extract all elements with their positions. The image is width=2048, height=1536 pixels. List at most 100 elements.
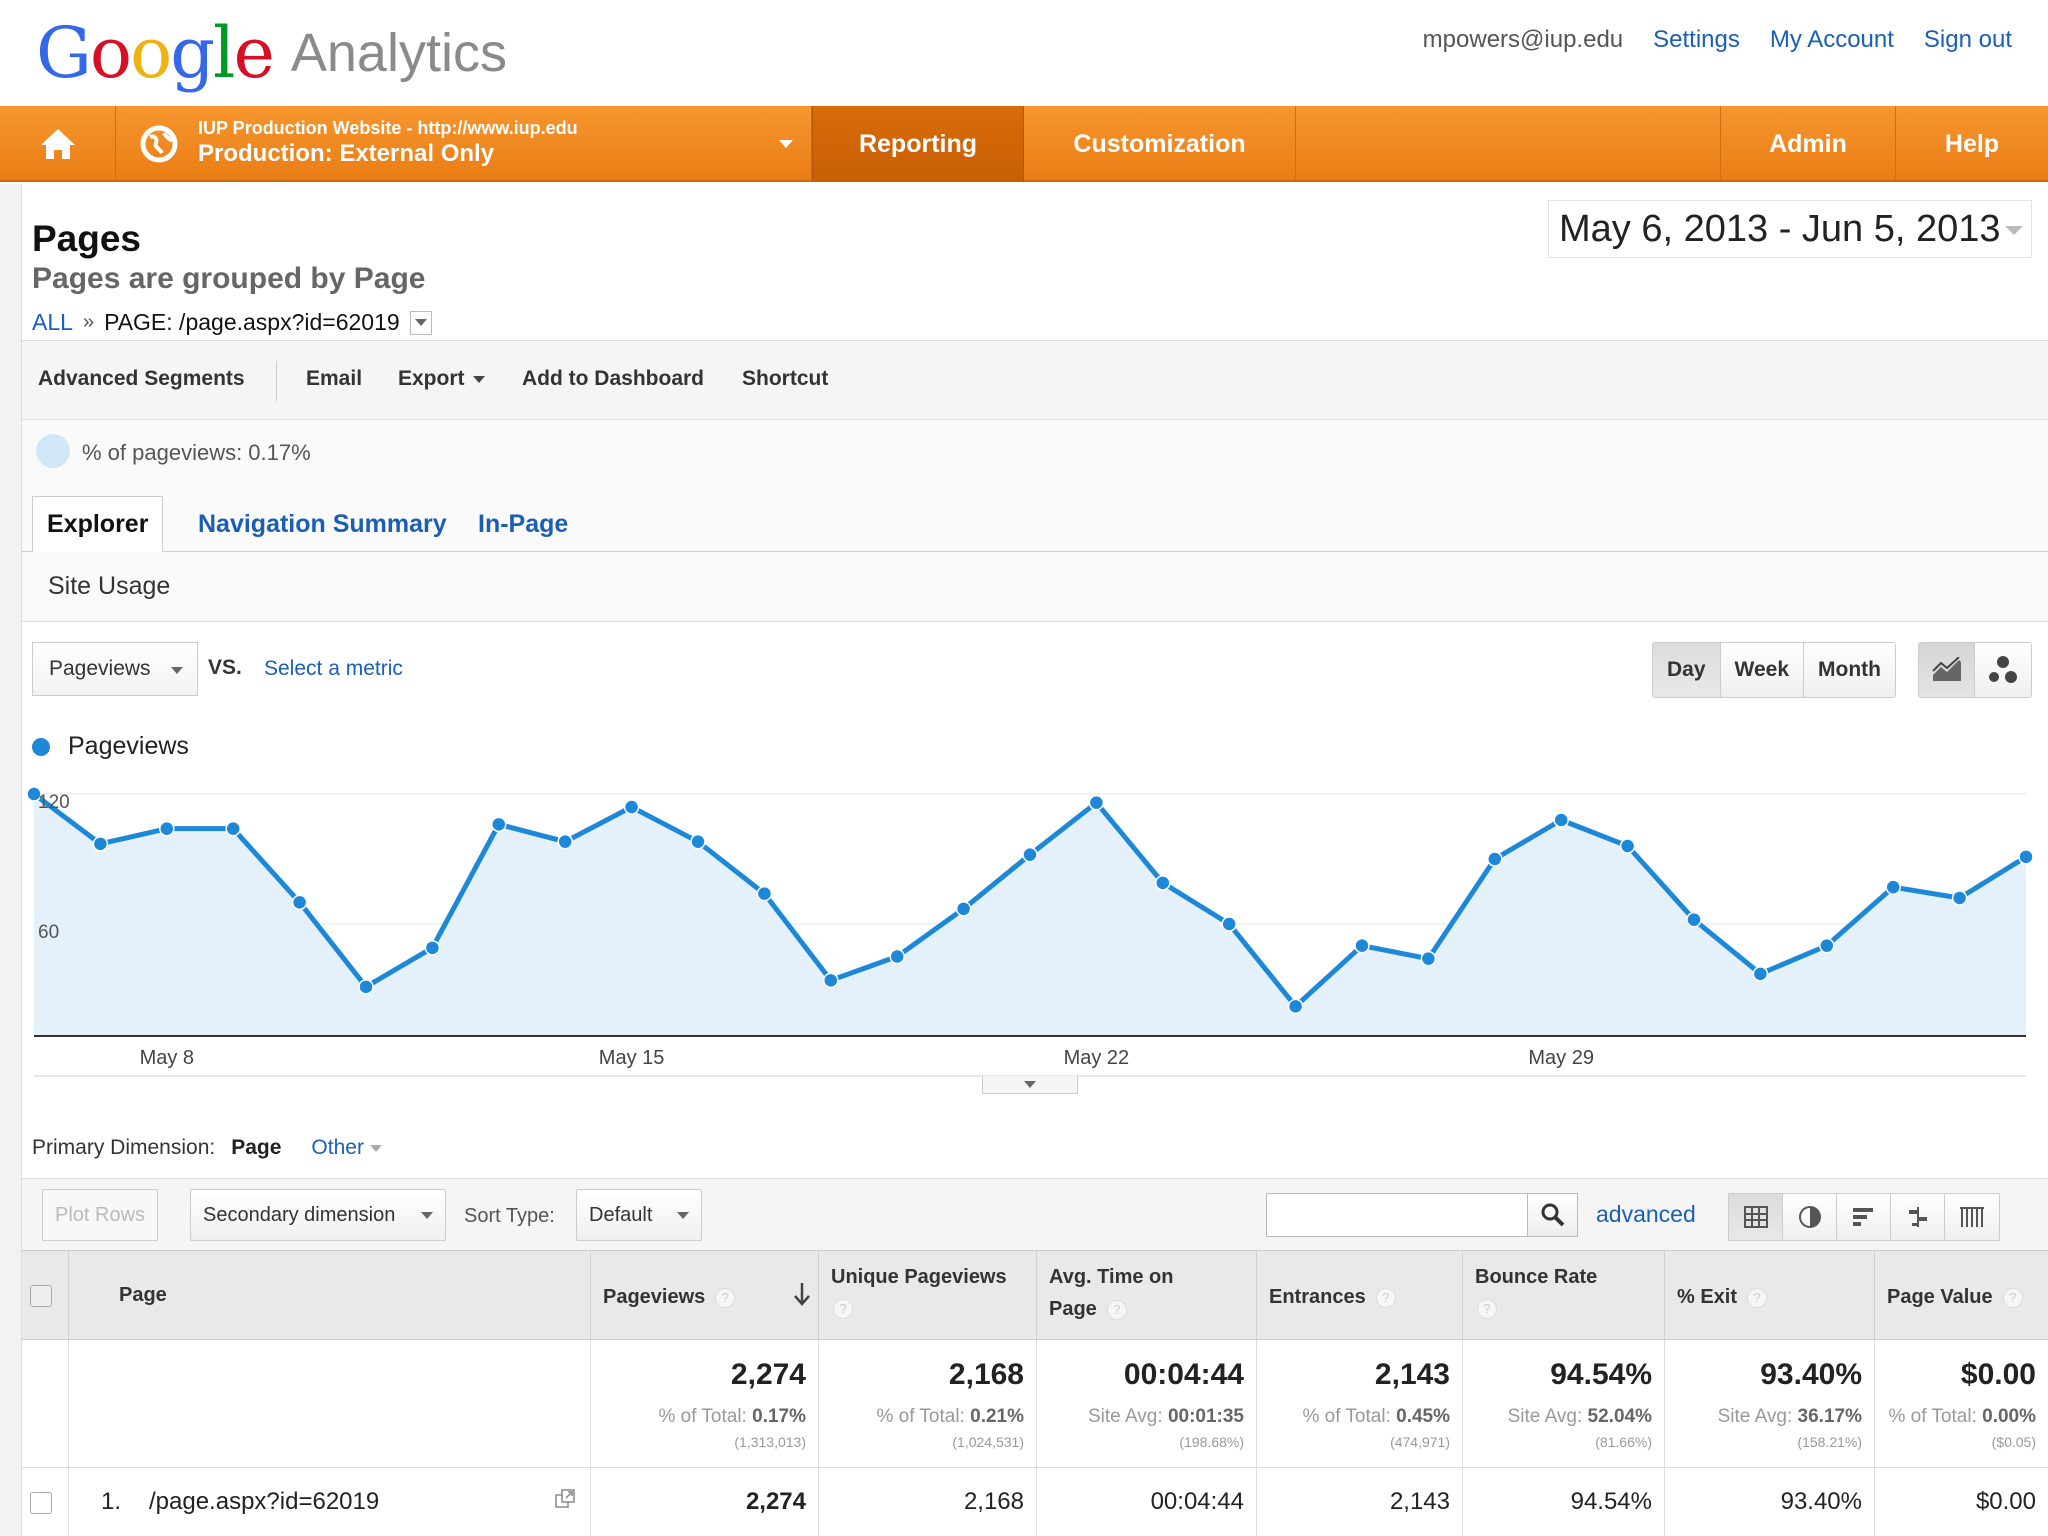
- metric-selector[interactable]: Pageviews: [32, 642, 198, 696]
- pivot-view-button[interactable]: [1945, 1194, 1999, 1240]
- google-wordmark: Google: [36, 12, 275, 94]
- line-chart-button[interactable]: [1919, 643, 1975, 697]
- search-icon: [1541, 1203, 1564, 1227]
- month-button[interactable]: Month: [1804, 643, 1895, 697]
- external-link-icon[interactable]: [554, 1488, 576, 1510]
- account-links: mpowers@iup.edu Settings My Account Sign…: [1423, 26, 2012, 54]
- row-unique-cell: 2,168: [818, 1468, 1036, 1536]
- pie-view-button[interactable]: [1783, 1194, 1837, 1240]
- row-page-link[interactable]: /page.aspx?id=62019: [149, 1488, 380, 1515]
- totals-exit-value: 93.40%: [1760, 1358, 1862, 1391]
- advanced-filter-link[interactable]: advanced: [1596, 1201, 1696, 1227]
- help-icon[interactable]: ?: [833, 1299, 853, 1319]
- col-unique-pageviews[interactable]: Unique Pageviews ?: [818, 1251, 1036, 1341]
- data-point: May 6: 120: [26, 786, 42, 802]
- data-point: May 16: 98: [690, 833, 706, 850]
- primary-dimension-other[interactable]: Other: [311, 1136, 382, 1160]
- motion-chart-button[interactable]: [1975, 643, 2031, 697]
- breadcrumb: ALL » PAGE: /page.aspx?id=62019: [32, 309, 432, 336]
- advanced-segments-button[interactable]: Advanced Segments: [38, 367, 245, 390]
- help-icon[interactable]: ?: [1477, 1299, 1497, 1319]
- col-exit[interactable]: % Exit?: [1664, 1251, 1874, 1341]
- performance-view-button[interactable]: [1837, 1194, 1891, 1240]
- col-page[interactable]: Page: [68, 1251, 590, 1341]
- totals-pageviews-value: 2,274: [730, 1358, 806, 1391]
- tab-in-page[interactable]: In-Page: [478, 509, 569, 538]
- vs-label: VS.: [208, 656, 242, 679]
- help-icon[interactable]: ?: [1375, 1287, 1396, 1308]
- totals-avgtime: 00:04:44 Site Avg: 00:01:35 (198.68%): [1036, 1340, 1256, 1468]
- x-tick-label: May 22: [1064, 1047, 1130, 1069]
- pageviews-chart[interactable]: May 6: 120 May 7: 97 May 8: 104 May 9: 104 M…: [0, 770, 2048, 1100]
- comparison-icon: [1908, 1207, 1927, 1227]
- totals-entrances-pct-value: 0.45%: [1396, 1406, 1450, 1427]
- google-analytics-logo[interactable]: Google Analytics: [36, 10, 507, 96]
- totals-unique-pct-label: % of Total:: [876, 1406, 965, 1427]
- help-icon[interactable]: ?: [2002, 1287, 2023, 1308]
- comparison-view-button[interactable]: [1891, 1194, 1945, 1240]
- collapse-chart-button[interactable]: [982, 1076, 1078, 1094]
- help-icon[interactable]: ?: [715, 1287, 736, 1308]
- col-entrances[interactable]: Entrances?: [1256, 1251, 1462, 1341]
- tab-admin[interactable]: Admin: [1720, 106, 1896, 182]
- row-checkbox[interactable]: [30, 1492, 52, 1514]
- table-header: Page Pageviews? Unique Pageviews ? Avg. …: [22, 1250, 2048, 1341]
- data-point: Jun 4: 72: [1951, 890, 1968, 906]
- tab-customization[interactable]: Customization: [1024, 106, 1296, 182]
- breadcrumb-dropdown[interactable]: [409, 310, 432, 335]
- help-icon[interactable]: ?: [1747, 1287, 1768, 1308]
- select-all-checkbox[interactable]: [30, 1285, 52, 1307]
- page-title: Pages: [32, 218, 142, 259]
- property-selector[interactable]: IUP Production Website - http://www.iup.…: [118, 106, 812, 182]
- date-range-picker[interactable]: May 6, 2013 - Jun 5, 2013: [1548, 200, 2032, 258]
- tab-reporting[interactable]: Reporting: [812, 106, 1024, 182]
- row-pageviews: 2,274: [745, 1488, 806, 1515]
- totals-pageviews-pct: % of Total: 0.17%: [658, 1406, 806, 1428]
- primary-dimension-current[interactable]: Page: [231, 1136, 282, 1159]
- chart-type-toggle: [1918, 642, 2032, 698]
- sign-out-link[interactable]: Sign out: [1923, 26, 2012, 53]
- search-button[interactable]: [1528, 1193, 1578, 1237]
- analytics-wordmark: Analytics: [290, 23, 507, 83]
- data-point: May 7: 97: [92, 836, 109, 852]
- col-avg-time[interactable]: Avg. Time on Page?: [1036, 1251, 1256, 1341]
- select-metric-link[interactable]: Select a metric: [264, 657, 403, 680]
- shortcut-button[interactable]: Shortcut: [742, 367, 829, 390]
- tab-navigation-summary[interactable]: Navigation Summary: [198, 509, 447, 538]
- totals-unique: 2,168 % of Total: 0.21% (1,024,531): [818, 1340, 1036, 1468]
- chevron-down-icon: [1024, 1081, 1036, 1088]
- data-point: May 17: 74: [756, 885, 773, 902]
- tab-explorer[interactable]: Explorer: [32, 496, 164, 552]
- export-button[interactable]: Export: [398, 367, 485, 391]
- help-icon[interactable]: ?: [1106, 1299, 1127, 1320]
- add-to-dashboard-button[interactable]: Add to Dashboard: [522, 367, 704, 390]
- totals-value-value: $0.00: [1960, 1358, 2036, 1391]
- data-point: Jun 3: 77: [1885, 879, 1901, 895]
- col-pageviews[interactable]: Pageviews?: [590, 1251, 818, 1341]
- table-search-input[interactable]: [1266, 1193, 1528, 1237]
- subtab-site-usage[interactable]: Site Usage: [48, 572, 171, 600]
- report-action-bar: Advanced Segments Email Export Add to Da…: [22, 340, 2048, 420]
- my-account-link[interactable]: My Account: [1769, 26, 1894, 53]
- plot-rows-button[interactable]: Plot Rows: [42, 1189, 159, 1241]
- date-range-text: May 6, 2013 - Jun 5, 2013: [1559, 207, 2001, 250]
- col-bounce-rate[interactable]: Bounce Rate ?: [1462, 1251, 1664, 1341]
- day-button[interactable]: Day: [1653, 643, 1721, 697]
- col-page-value[interactable]: Page Value?: [1874, 1251, 2048, 1341]
- totals-exit-ref: (158.21%): [1797, 1434, 1862, 1450]
- sort-type-dropdown[interactable]: Default: [576, 1189, 702, 1241]
- totals-pageviews-ref: (1,313,013): [734, 1434, 806, 1450]
- secondary-dimension-dropdown[interactable]: Secondary dimension: [190, 1189, 446, 1241]
- chevron-down-icon: [421, 1212, 433, 1219]
- data-table-view-button[interactable]: [1729, 1194, 1783, 1240]
- email-button[interactable]: Email: [306, 367, 363, 390]
- week-button[interactable]: Week: [1720, 643, 1805, 697]
- totals-bounce-pct-value: 52.04%: [1587, 1406, 1652, 1427]
- totals-exit-pct: Site Avg: 36.17%: [1718, 1406, 1862, 1428]
- table-row[interactable]: 1. /page.aspx?id=62019 2,274 2,168 00:04…: [22, 1468, 2048, 1536]
- data-point: May 21: 92: [1022, 846, 1038, 863]
- home-button[interactable]: [0, 106, 116, 182]
- settings-link[interactable]: Settings: [1653, 26, 1740, 53]
- breadcrumb-all-link[interactable]: ALL: [32, 309, 73, 335]
- tab-help[interactable]: Help: [1944, 129, 2000, 158]
